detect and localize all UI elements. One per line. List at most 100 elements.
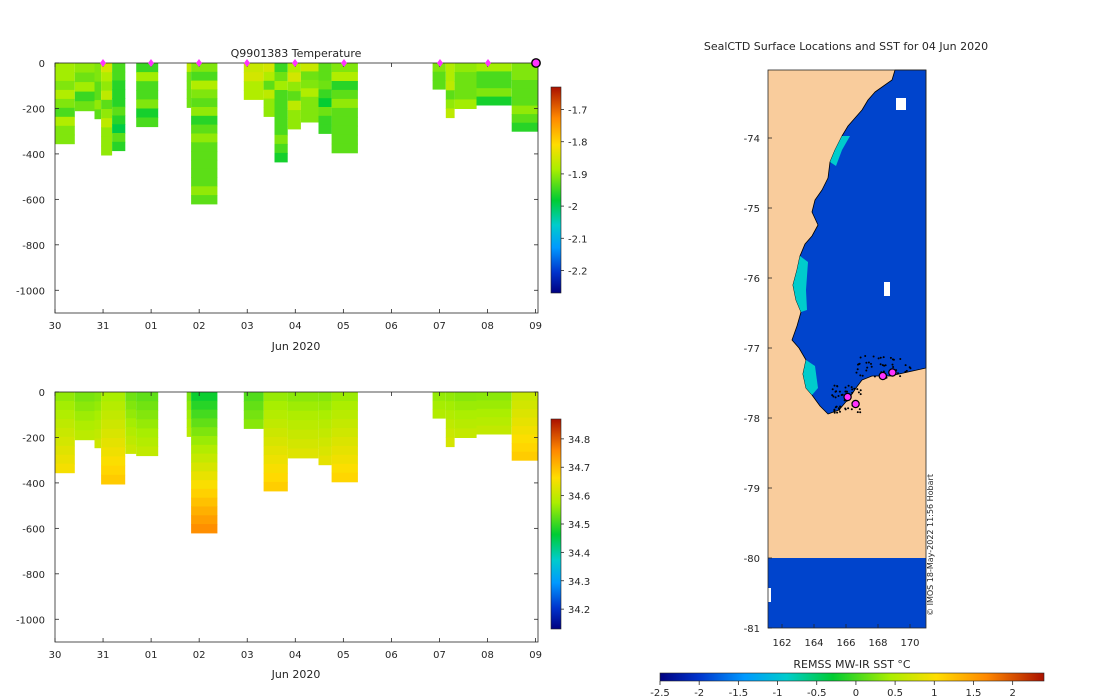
profile-cell bbox=[318, 71, 332, 82]
colorbar-tick-label: 34.2 bbox=[568, 605, 590, 616]
track-point bbox=[847, 407, 850, 410]
profile-cell bbox=[55, 107, 75, 118]
profile-cell bbox=[318, 124, 332, 134]
profile-cell bbox=[300, 88, 319, 98]
profile-cell bbox=[94, 392, 102, 402]
southern-sea-area bbox=[768, 558, 926, 628]
profile-cell bbox=[331, 463, 358, 474]
profile-cell bbox=[136, 72, 159, 82]
profile-cell bbox=[55, 63, 75, 73]
profile-cell bbox=[331, 116, 358, 127]
track-point bbox=[839, 410, 841, 413]
profile-cell bbox=[186, 400, 192, 411]
profile-cell bbox=[445, 419, 455, 429]
profile-cell bbox=[287, 63, 301, 73]
x-tick-label: 03 bbox=[241, 650, 254, 661]
surface-marker bbox=[292, 59, 298, 67]
profile-cell bbox=[274, 125, 288, 136]
profile-cell bbox=[318, 115, 332, 126]
profile-cell bbox=[511, 80, 538, 89]
temperature-colorbar-ticks: -1.7 -1.8 -1.9 -2 -2.1 -2.2 bbox=[561, 106, 588, 277]
profile-cell bbox=[136, 392, 159, 402]
track-point bbox=[832, 395, 835, 398]
profile-cell bbox=[331, 472, 358, 483]
sst-colorbar-ramp bbox=[659, 672, 1045, 682]
profile-cell bbox=[300, 71, 319, 81]
profile-cell bbox=[55, 116, 75, 127]
coastal-cyan-band-south bbox=[803, 360, 818, 395]
profile-cell bbox=[263, 436, 288, 447]
profile-cell bbox=[287, 439, 319, 449]
profile-cell bbox=[318, 89, 332, 99]
track-point bbox=[847, 384, 850, 387]
profile-cell bbox=[287, 410, 319, 421]
profile-cell bbox=[511, 88, 538, 98]
profile-cell bbox=[112, 115, 126, 125]
profile-cell bbox=[318, 419, 332, 429]
profile-cell bbox=[243, 410, 264, 420]
profile-cell bbox=[191, 98, 218, 108]
profile-cell bbox=[331, 63, 358, 73]
profile-cell bbox=[101, 109, 113, 119]
profile-cell bbox=[112, 80, 126, 90]
profile-cell bbox=[186, 98, 192, 108]
profile-cell bbox=[331, 401, 358, 411]
track-point bbox=[855, 371, 858, 374]
salinity-colorbar-ramp bbox=[550, 418, 562, 630]
profile-cell bbox=[136, 437, 159, 448]
map-x-tick-label: 166 bbox=[836, 638, 855, 649]
profile-cell bbox=[186, 427, 192, 437]
profile-cell bbox=[287, 401, 319, 412]
track-point bbox=[883, 364, 886, 367]
ctd-surface-positions bbox=[843, 368, 897, 409]
profile-cell bbox=[125, 400, 137, 411]
track-point bbox=[891, 363, 894, 366]
profile-cell bbox=[112, 133, 126, 143]
map-y-tick-label: -79 bbox=[744, 484, 760, 495]
profile-cell bbox=[191, 89, 218, 99]
sst-colorbar-tick-label: 0 bbox=[853, 688, 859, 699]
profile-cell bbox=[331, 445, 358, 456]
profile-cell bbox=[101, 438, 126, 448]
profile-cell bbox=[191, 168, 218, 178]
profile-cell bbox=[318, 401, 332, 411]
colorbar-tick-label: -2.2 bbox=[568, 266, 588, 277]
track-point bbox=[835, 390, 838, 393]
profile-cell bbox=[445, 437, 455, 448]
profile-cell bbox=[287, 420, 319, 431]
profile-cell bbox=[287, 91, 301, 102]
profile-cell bbox=[55, 454, 75, 465]
track-point bbox=[850, 386, 853, 389]
track-point bbox=[904, 364, 907, 367]
profile-cell bbox=[74, 430, 95, 441]
track-point bbox=[872, 355, 875, 358]
profile-cell bbox=[243, 63, 264, 73]
profile-cell bbox=[445, 428, 455, 438]
x-tick-label: 01 bbox=[145, 321, 158, 332]
profile-cell bbox=[191, 177, 218, 187]
colorbar-tick-label: 34.4 bbox=[568, 548, 590, 559]
track-point bbox=[865, 369, 868, 372]
x-tick-label: 08 bbox=[481, 321, 494, 332]
profile-cell bbox=[136, 401, 159, 411]
track-point bbox=[879, 363, 882, 366]
profile-cell bbox=[432, 80, 446, 90]
profile-cell bbox=[300, 105, 319, 115]
profile-cell bbox=[74, 82, 95, 93]
colorbar-tick-label: -2 bbox=[568, 202, 578, 213]
profile-cell bbox=[331, 427, 358, 438]
profile-cell bbox=[331, 89, 358, 100]
sst-map-y-ticks: -74 -75 -76 -77 -78 -79 -80 -81 bbox=[744, 134, 772, 635]
profile-cell bbox=[94, 401, 102, 412]
profile-cell bbox=[287, 81, 301, 92]
track-point bbox=[879, 356, 882, 359]
track-point bbox=[837, 407, 840, 410]
profile-cell bbox=[101, 465, 126, 476]
profile-cell bbox=[476, 79, 512, 89]
profile-cell bbox=[445, 410, 455, 420]
profile-cell bbox=[243, 392, 264, 402]
profile-cell bbox=[186, 392, 192, 402]
profile-cell bbox=[191, 453, 218, 463]
y-tick-label: 0 bbox=[39, 388, 45, 399]
profile-cell bbox=[318, 428, 332, 438]
